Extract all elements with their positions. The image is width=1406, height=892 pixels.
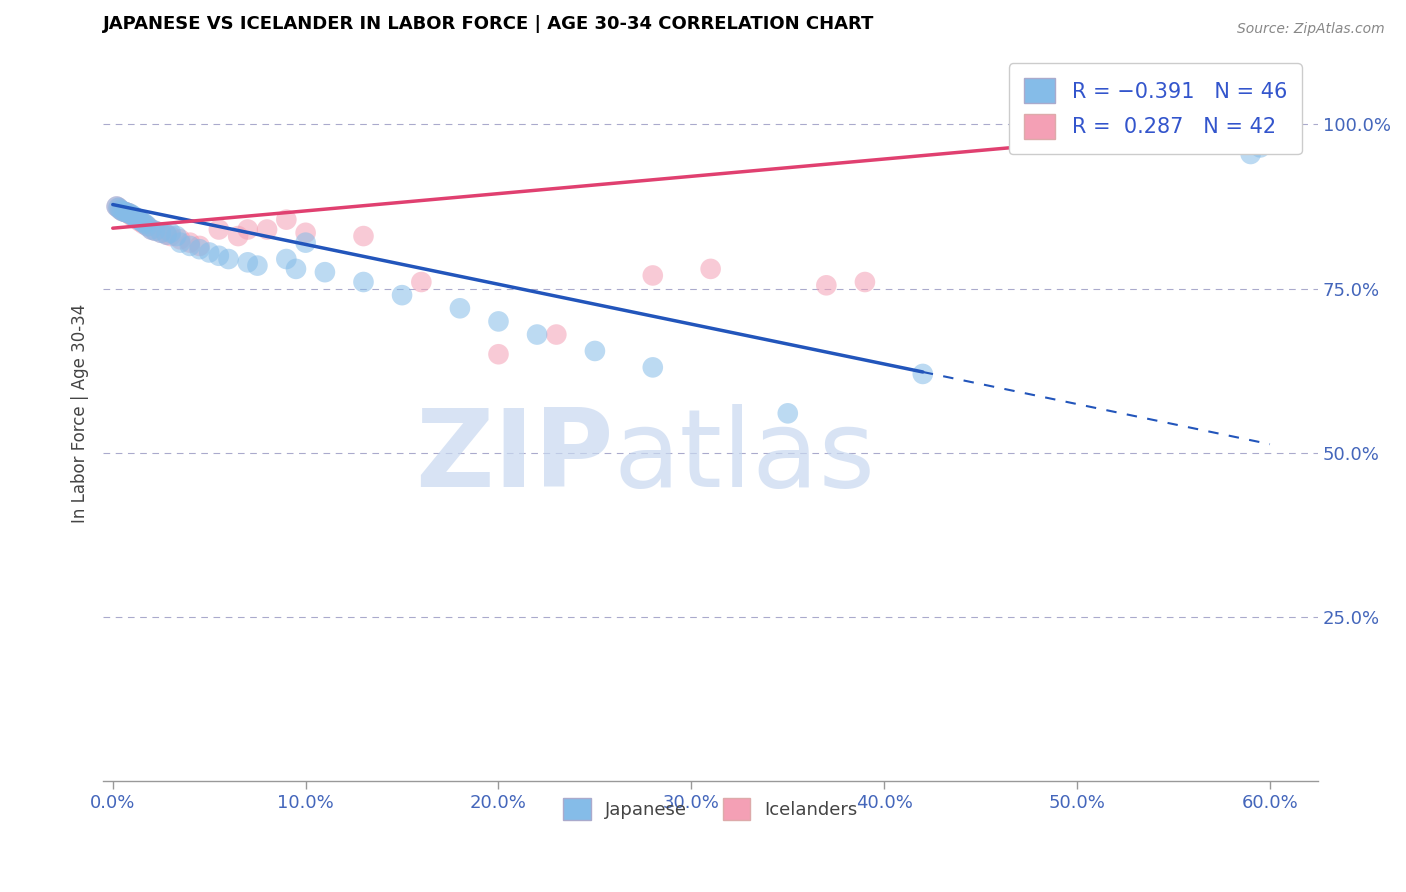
Point (122, 210, 145, 224)
Point (294, 235, 316, 250)
Legend: Japanese, Icelanders: Japanese, Icelanders (557, 790, 865, 827)
Point (125, 212, 148, 227)
Point (815, 278, 838, 293)
Point (1249, 140, 1271, 154)
Point (1163, 130, 1185, 145)
Point (1104, 124, 1126, 138)
Point (120, 207, 142, 221)
Point (776, 406, 799, 420)
Point (314, 265, 336, 279)
Point (141, 222, 163, 236)
Point (285, 261, 308, 276)
Point (1240, 124, 1263, 138)
Y-axis label: In Labor Force | Age 30-34: In Labor Force | Age 30-34 (72, 303, 89, 523)
Point (699, 261, 721, 276)
Text: ZIP: ZIP (415, 404, 613, 510)
Point (127, 212, 149, 227)
Point (641, 268, 664, 283)
Point (165, 229, 187, 244)
Point (208, 249, 231, 263)
Point (218, 252, 240, 266)
Text: Source: ZipAtlas.com: Source: ZipAtlas.com (1237, 22, 1385, 37)
Point (449, 301, 471, 316)
Point (128, 213, 150, 227)
Point (208, 222, 231, 236)
Point (188, 242, 211, 256)
Point (112, 204, 135, 219)
Point (911, 367, 934, 381)
Point (105, 200, 128, 214)
Point (1201, 128, 1223, 142)
Point (546, 327, 568, 342)
Point (159, 229, 181, 244)
Point (136, 219, 159, 234)
Point (294, 226, 316, 240)
Point (1268, 120, 1291, 135)
Text: atlas: atlas (613, 404, 876, 510)
Point (111, 204, 134, 219)
Point (149, 226, 172, 240)
Point (256, 222, 278, 236)
Point (115, 205, 138, 219)
Point (107, 201, 129, 215)
Point (488, 347, 510, 361)
Point (156, 227, 179, 242)
Point (188, 239, 211, 253)
Point (159, 226, 181, 240)
Point (141, 222, 163, 236)
Point (583, 343, 606, 358)
Point (276, 212, 298, 227)
Point (112, 204, 135, 219)
Point (117, 206, 139, 220)
Point (198, 245, 221, 260)
Point (411, 275, 433, 289)
Point (115, 205, 138, 219)
Point (246, 259, 269, 273)
Point (169, 232, 191, 246)
Point (149, 226, 172, 240)
Point (526, 327, 548, 342)
Point (391, 288, 413, 302)
Point (236, 255, 259, 269)
Point (105, 200, 128, 214)
Point (136, 219, 159, 234)
Point (121, 210, 143, 224)
Text: JAPANESE VS ICELANDER IN LABOR FORCE | AGE 30-34 CORRELATION CHART: JAPANESE VS ICELANDER IN LABOR FORCE | A… (103, 15, 875, 33)
Point (110, 202, 132, 217)
Point (276, 252, 298, 266)
Point (488, 314, 510, 328)
Point (132, 216, 155, 230)
Point (226, 229, 249, 244)
Point (1258, 124, 1281, 138)
Point (156, 227, 179, 242)
Point (179, 235, 201, 250)
Point (179, 239, 201, 253)
Point (110, 202, 132, 217)
Point (353, 275, 375, 289)
Point (132, 217, 155, 231)
Point (169, 235, 191, 250)
Point (143, 224, 166, 238)
Point (131, 214, 153, 228)
Point (1240, 147, 1263, 161)
Point (236, 222, 259, 236)
Point (641, 360, 664, 375)
Point (143, 224, 166, 238)
Point (121, 208, 143, 222)
Point (117, 206, 139, 220)
Point (120, 207, 142, 221)
Point (107, 201, 129, 215)
Point (111, 204, 134, 219)
Point (125, 211, 148, 225)
Point (1278, 120, 1301, 135)
Point (853, 275, 876, 289)
Point (353, 229, 375, 244)
Point (128, 214, 150, 228)
Point (135, 217, 157, 231)
